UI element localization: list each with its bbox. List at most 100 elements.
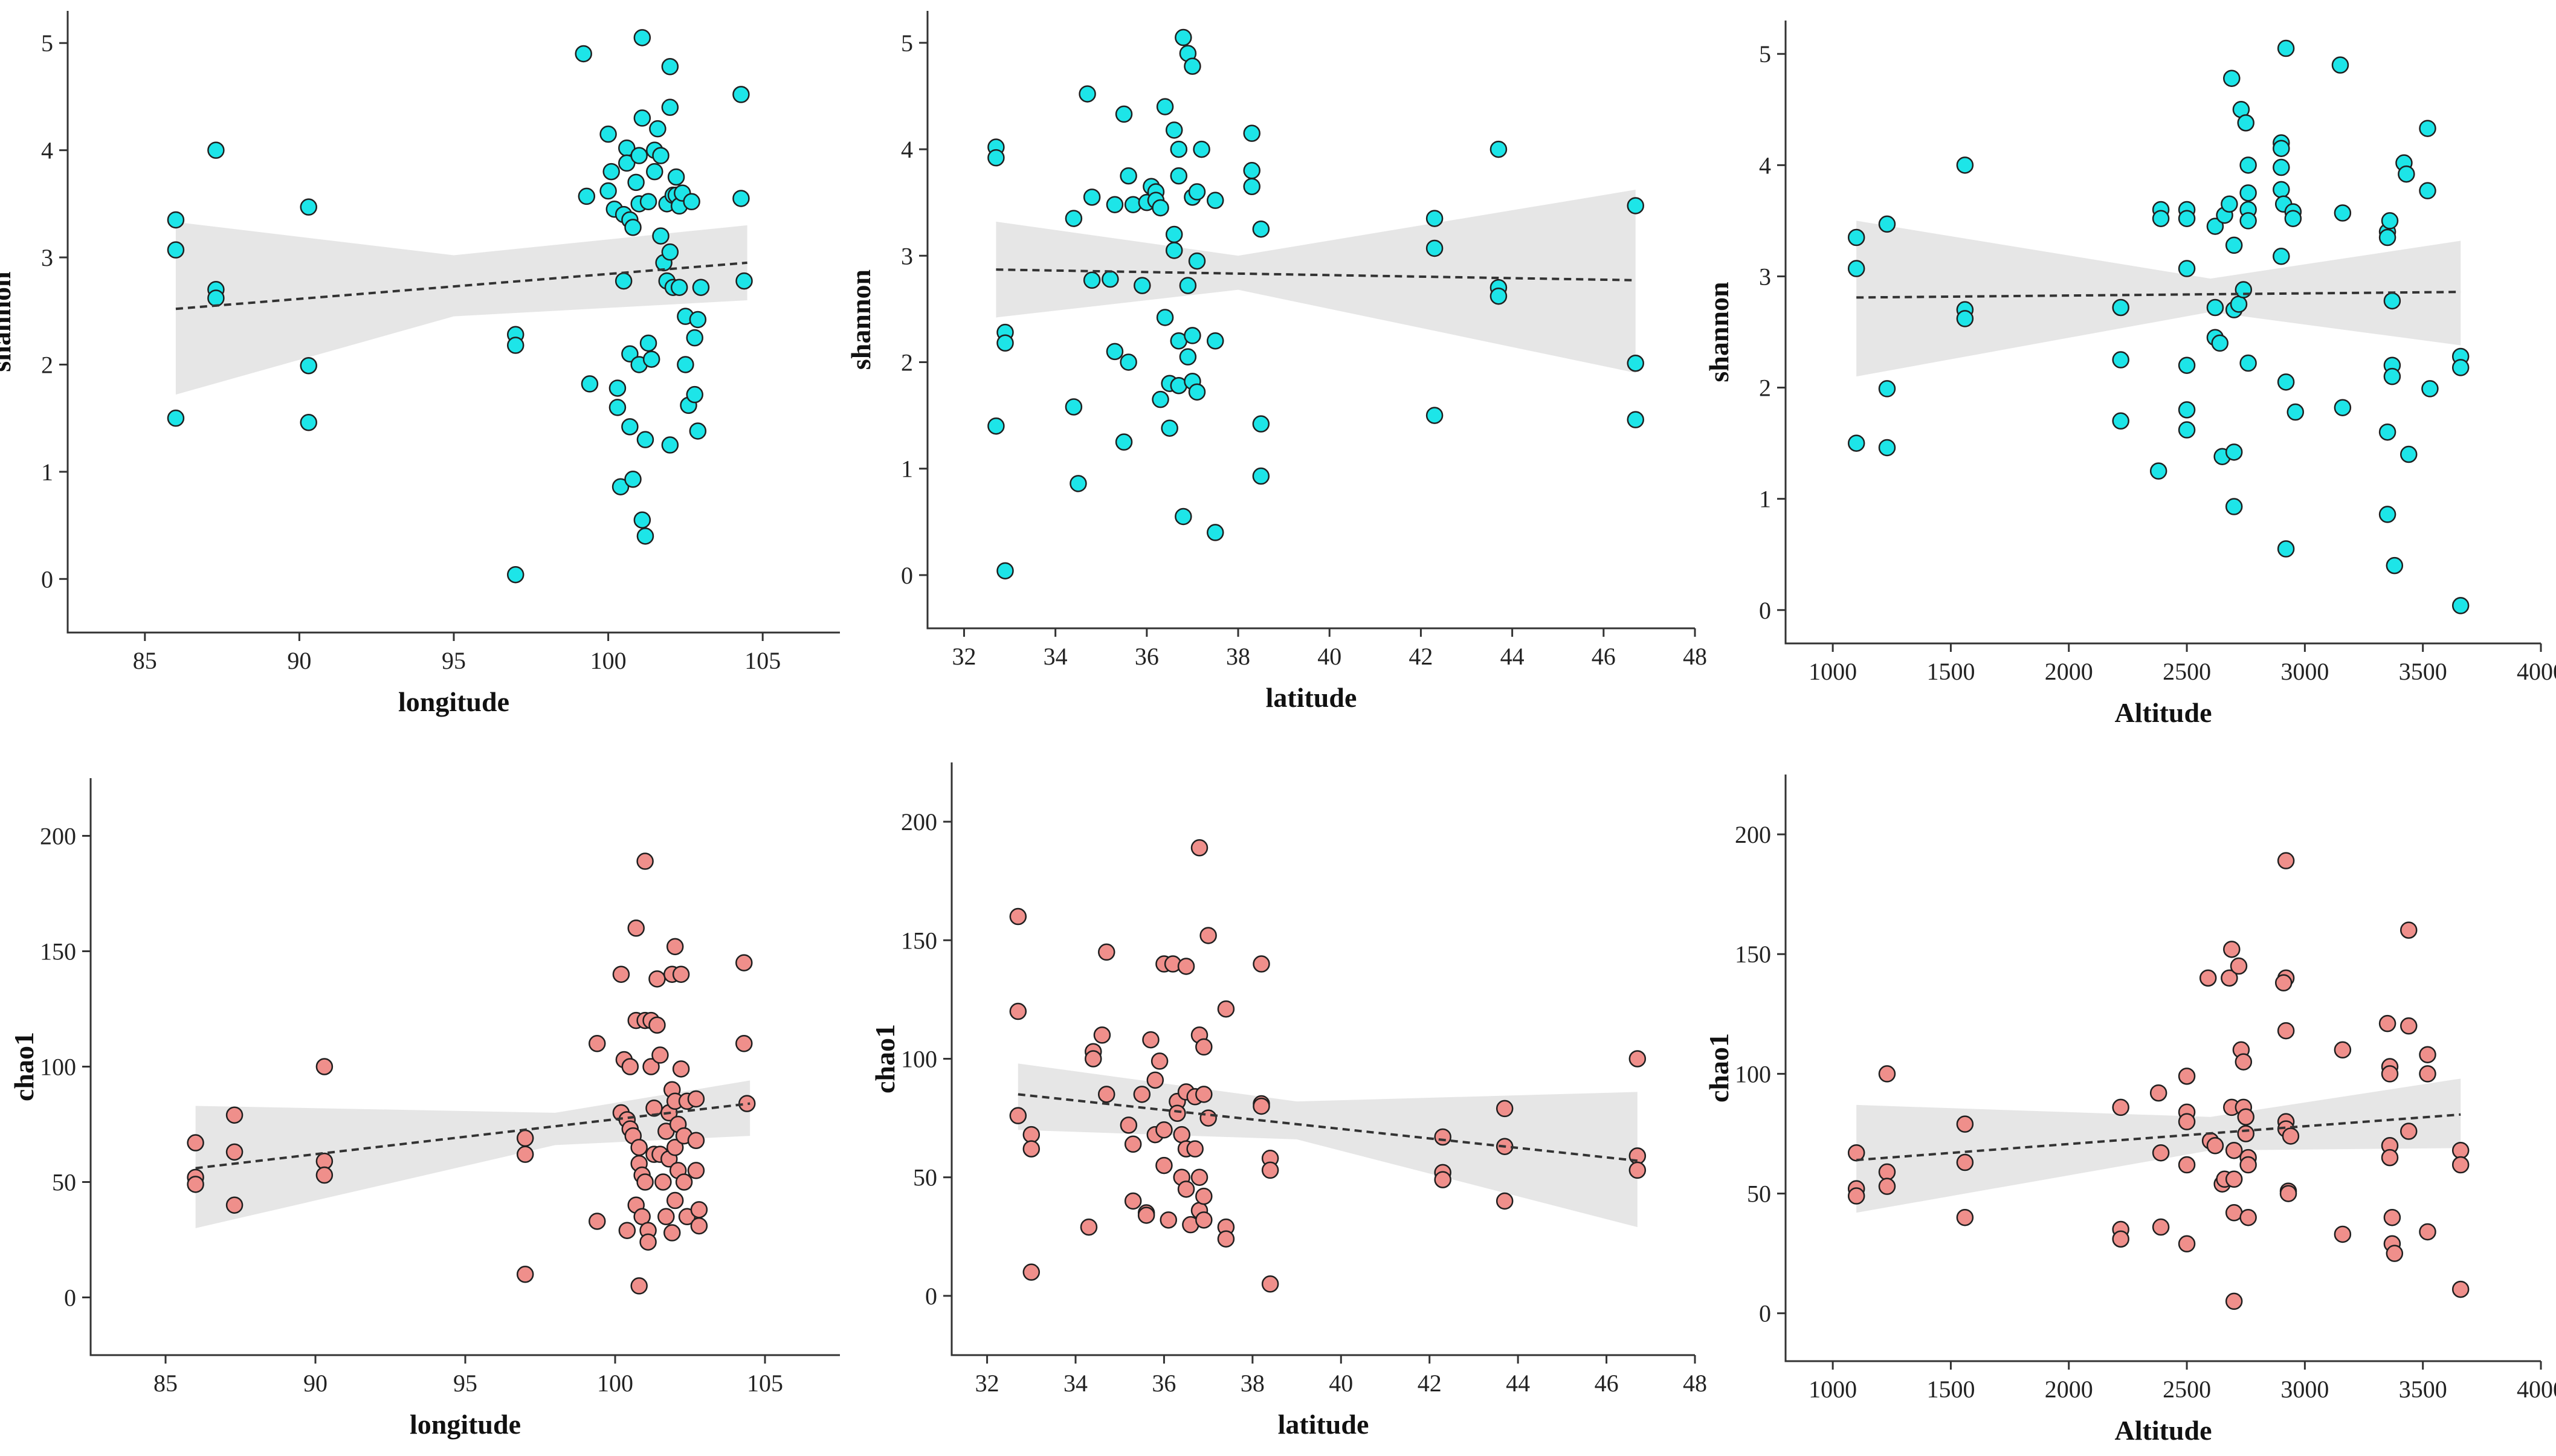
data-point <box>1956 156 1974 174</box>
x-axis-title: longitude <box>398 686 509 717</box>
data-point <box>2178 210 2196 227</box>
data-point <box>1217 1230 1235 1248</box>
data-point <box>666 1191 684 1210</box>
x-tick-label: 85 <box>153 1370 178 1397</box>
y-tick-label: 1 <box>1759 486 1771 513</box>
data-point <box>996 334 1014 352</box>
data-point <box>627 920 645 937</box>
x-tick-label: 1000 <box>1809 1376 1857 1403</box>
data-point <box>2381 1065 2399 1083</box>
data-point <box>2273 248 2290 265</box>
data-point <box>630 1277 648 1295</box>
x-tick-label: 32 <box>952 643 976 670</box>
data-point <box>1070 475 1087 492</box>
data-point <box>987 149 1005 167</box>
y-tick-label: 0 <box>901 562 913 589</box>
data-point <box>1627 411 1644 428</box>
data-point <box>300 198 317 216</box>
y-tick-label: 0 <box>1759 1300 1771 1327</box>
data-point <box>2230 295 2248 313</box>
data-point <box>167 211 185 229</box>
data-point <box>1106 343 1124 361</box>
data-point <box>1065 398 1083 416</box>
data-point <box>1217 1000 1235 1018</box>
data-point <box>1188 252 1206 270</box>
data-point <box>1628 1161 1647 1179</box>
data-point <box>2400 921 2418 939</box>
data-point <box>2383 292 2401 310</box>
x-tick-label: 1500 <box>1926 658 1975 685</box>
data-point <box>735 272 753 290</box>
data-point <box>618 154 636 172</box>
data-point <box>2237 114 2254 132</box>
data-point <box>1847 1144 1865 1162</box>
data-point <box>996 562 1014 580</box>
data-point <box>1160 1211 1177 1229</box>
data-point <box>1184 327 1201 344</box>
data-point <box>2225 1170 2243 1188</box>
data-point <box>2235 281 2253 298</box>
data-point <box>2221 969 2238 987</box>
x-tick-label: 1000 <box>1809 658 1857 685</box>
y-tick-label: 0 <box>1759 597 1771 624</box>
x-tick-label: 90 <box>287 647 311 674</box>
y-tick-label: 200 <box>1735 821 1771 848</box>
data-point <box>2211 334 2228 352</box>
data-point <box>2152 210 2170 227</box>
data-point <box>1177 1181 1195 1198</box>
data-point <box>1146 1071 1164 1089</box>
x-tick-label: 46 <box>1592 643 1616 670</box>
data-point <box>1151 1052 1169 1070</box>
data-point <box>2206 1137 2224 1155</box>
data-point <box>1956 310 1974 327</box>
data-point <box>1878 1163 1896 1181</box>
axis-frame <box>926 11 1695 630</box>
data-point <box>1173 1126 1190 1144</box>
y-tick-label: 100 <box>40 1054 76 1081</box>
data-point <box>1102 270 1119 288</box>
y-tick-label: 100 <box>1735 1060 1771 1087</box>
data-point <box>588 1035 606 1052</box>
data-point <box>2277 540 2295 558</box>
data-point <box>2112 1098 2129 1116</box>
panel-shannon-longitude: 85 90 95 100 105 0 1 2 3 4 5 longitude shannon <box>0 11 840 717</box>
data-point <box>2400 1017 2418 1035</box>
data-point <box>608 379 627 397</box>
data-point <box>661 243 679 261</box>
data-point <box>2273 181 2290 199</box>
data-point <box>2381 212 2399 230</box>
confidence-band <box>195 1080 750 1228</box>
data-point <box>621 1058 639 1075</box>
y-tick-label: 150 <box>1735 941 1771 968</box>
data-point <box>2277 373 2295 391</box>
data-point <box>578 187 596 205</box>
data-point <box>588 1213 606 1230</box>
y-tick-label: 50 <box>1747 1181 1771 1208</box>
data-point <box>2400 445 2418 463</box>
data-point <box>689 422 707 440</box>
data-point <box>1093 1026 1111 1044</box>
data-point <box>1956 1153 1974 1171</box>
data-point <box>1199 1109 1217 1127</box>
data-point <box>1120 353 1137 371</box>
data-point <box>2383 1208 2401 1226</box>
data-point <box>207 141 225 159</box>
data-point <box>1186 1140 1204 1158</box>
data-point <box>615 272 633 290</box>
data-point <box>2112 412 2129 430</box>
data-point <box>575 45 592 63</box>
data-point <box>2282 1127 2300 1145</box>
data-point <box>1169 1104 1186 1123</box>
y-tick-label: 0 <box>41 565 53 593</box>
data-point <box>1195 1086 1213 1103</box>
x-tick-label: 44 <box>1500 643 1525 670</box>
data-point <box>1142 1031 1160 1049</box>
data-point <box>506 337 524 354</box>
y-tick-label: 4 <box>1759 152 1771 179</box>
y-tick-label: 4 <box>41 137 53 164</box>
data-point <box>2178 1068 2196 1085</box>
data-point <box>1065 210 1083 227</box>
data-point <box>2239 212 2257 230</box>
